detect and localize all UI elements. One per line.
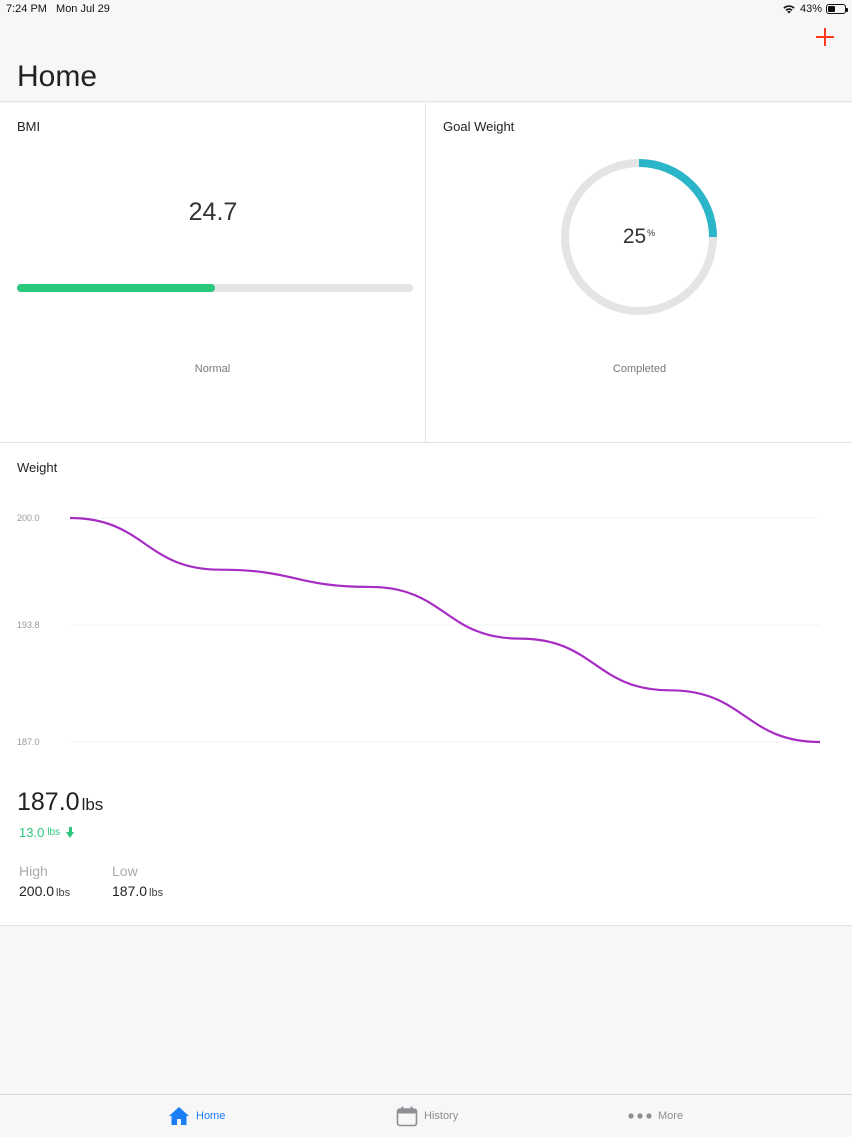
status-right: 43% — [782, 3, 848, 15]
current-weight-unit: lbs — [81, 795, 104, 814]
goal-title: Goal Weight — [443, 119, 515, 134]
tab-home-label: Home — [196, 1110, 226, 1122]
arrow-down-icon — [66, 827, 75, 838]
weight-change: 13.0 lbs — [19, 825, 75, 840]
status-time: 7:24 PM — [6, 3, 47, 15]
high-value-row: 200.0 lbs — [19, 883, 70, 899]
low-value-row: 187.0 lbs — [112, 883, 163, 899]
low-label: Low — [112, 863, 138, 879]
high-label: High — [19, 863, 48, 879]
bmi-card[interactable]: BMI 24.7 Normal — [0, 103, 426, 443]
battery-icon — [826, 4, 848, 14]
weight-card[interactable]: Weight 200.0 193.8 187.0 187.0 lbs 13.0 lbs … — [0, 443, 852, 926]
navigation-bar: Home — [0, 18, 852, 102]
battery-percent: 43% — [799, 3, 822, 15]
tab-more[interactable]: More — [628, 1095, 683, 1137]
weight-series-line — [69, 516, 821, 744]
weight-change-unit: lbs — [47, 827, 61, 838]
weight-change-value: 13.0 — [19, 825, 45, 840]
wifi-icon — [783, 5, 795, 14]
tab-history[interactable]: History — [396, 1095, 458, 1137]
battery-fill — [828, 6, 835, 12]
current-weight-value: 187.0 — [17, 788, 80, 816]
house-icon — [169, 1107, 189, 1125]
bmi-category: Normal — [194, 363, 231, 375]
tab-history-label: History — [424, 1110, 459, 1122]
y-tick-label: 193.8 — [17, 620, 40, 630]
ring-progress — [561, 159, 717, 315]
low-stat: Low 187.0 lbs — [112, 863, 163, 899]
bmi-value: 24.7 — [188, 198, 238, 226]
goal-progress-ring: 25% — [560, 158, 718, 316]
tab-more-label: More — [658, 1110, 684, 1122]
ellipsis-icon — [628, 1113, 652, 1119]
weight-chart: 200.0 193.8 187.0 — [17, 513, 821, 747]
y-tick-label: 187.0 — [17, 737, 40, 747]
tab-bar: Home History More — [0, 1094, 852, 1136]
goal-percent: 25% — [560, 158, 718, 316]
page-title: Home — [17, 60, 98, 93]
goal-caption: Completed — [612, 363, 667, 375]
status-date: Mon Jul 29 — [56, 3, 110, 15]
low-unit: lbs — [149, 887, 164, 899]
y-tick-label: 200.0 — [17, 513, 40, 523]
high-unit: lbs — [56, 887, 71, 899]
goal-percent-sign: % — [647, 228, 656, 238]
goal-weight-card[interactable]: Goal Weight 25% Completed — [427, 103, 852, 443]
bmi-bar-fill — [17, 284, 215, 292]
summary-cards: BMI 24.7 Normal Goal Weight 25% Complete… — [0, 103, 852, 443]
low-value: 187.0 — [112, 883, 148, 899]
bmi-bar — [17, 284, 413, 292]
status-left: 7:24 PM Mon Jul 29 — [6, 3, 116, 15]
add-entry-button[interactable] — [814, 26, 836, 48]
current-weight: 187.0 lbs — [17, 788, 103, 817]
status-bar: 7:24 PM Mon Jul 29 43% — [0, 0, 852, 18]
calendar-icon — [396, 1106, 418, 1126]
high-stat: High 200.0 lbs — [19, 863, 70, 899]
tab-home[interactable]: Home — [168, 1095, 225, 1137]
goal-percent-value: 25 — [622, 225, 647, 248]
high-value: 200.0 — [19, 883, 55, 899]
weight-title: Weight — [17, 460, 58, 475]
bmi-title: BMI — [17, 119, 41, 134]
